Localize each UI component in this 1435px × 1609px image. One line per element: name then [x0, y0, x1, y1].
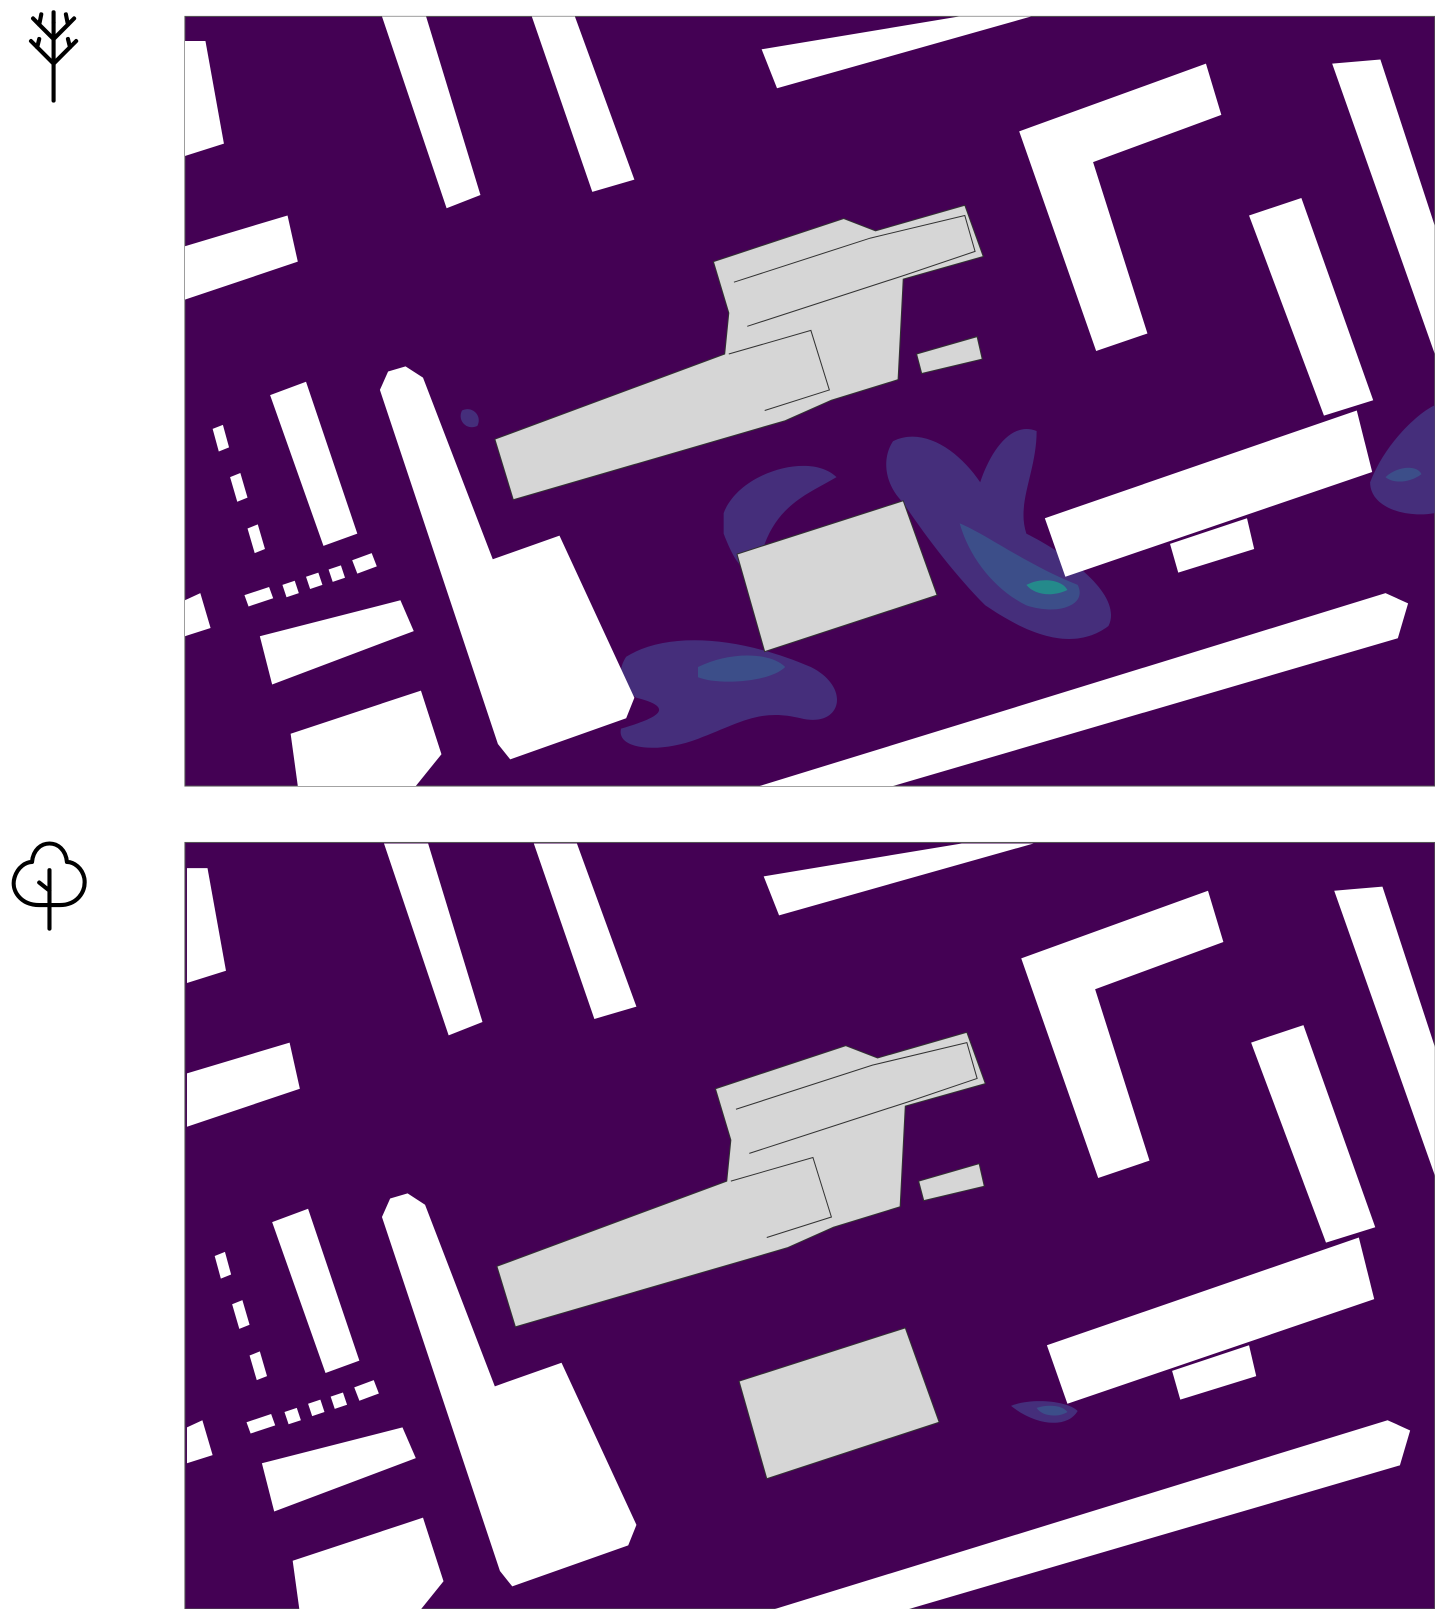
leafy-tree-icon — [11, 841, 87, 931]
map-shape — [698, 655, 786, 682]
icon-stroke — [37, 868, 52, 931]
bare-tree-icon — [28, 10, 79, 103]
map-shape — [1036, 1405, 1068, 1416]
icon-stroke — [28, 36, 79, 66]
map-panel-top — [184, 15, 1435, 787]
map-shape — [1026, 580, 1068, 595]
field-layer — [184, 16, 1435, 787]
map-shape — [1370, 405, 1435, 515]
field-layer — [186, 842, 1435, 1609]
icon-stroke — [11, 841, 87, 908]
map-shape — [1385, 467, 1422, 482]
icon-stroke — [31, 10, 77, 42]
map-panel-bottom — [184, 841, 1435, 1609]
map-shape — [723, 465, 837, 570]
map-shape — [460, 409, 479, 428]
